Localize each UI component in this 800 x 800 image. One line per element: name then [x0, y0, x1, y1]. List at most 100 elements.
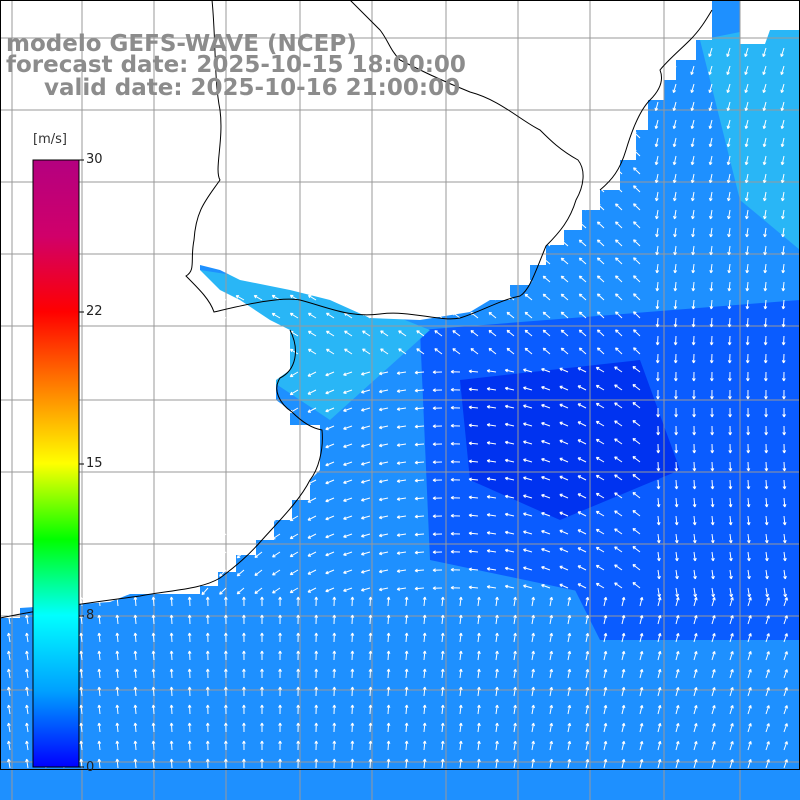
wind-arrow — [504, 584, 515, 589]
wind-arrow — [380, 330, 389, 337]
wind-arrow — [133, 758, 138, 769]
wind-arrow — [708, 191, 713, 202]
wind-arrow — [486, 585, 497, 589]
wind-arrow — [404, 668, 409, 679]
wind-arrow — [278, 632, 282, 643]
wind-arrow — [674, 461, 679, 472]
wind-arrow — [559, 511, 569, 517]
wind-arrow — [504, 512, 515, 517]
wind-arrow — [187, 704, 192, 715]
wind-arrow — [486, 441, 497, 445]
wind-arrow — [523, 584, 533, 589]
wind-arrow — [782, 515, 787, 526]
wind-arrow — [729, 551, 733, 562]
coastline — [0, 0, 713, 619]
wind-arrow — [205, 740, 210, 751]
wind-arrow — [675, 551, 679, 562]
wind-arrow — [728, 497, 733, 508]
wind-arrow — [596, 347, 605, 355]
wind-arrow — [709, 317, 714, 328]
wind-arrow — [728, 533, 733, 544]
wind-arrow — [97, 758, 102, 769]
wind-arrow — [781, 245, 785, 256]
wind-arrow — [559, 439, 569, 445]
wind-arrow — [169, 758, 174, 769]
wind-arrow — [577, 403, 587, 409]
wind-arrow — [278, 650, 282, 661]
wind-arrow — [434, 348, 443, 355]
wind-arrow — [504, 566, 515, 571]
wind-arrow — [414, 496, 425, 501]
wind-arrow — [513, 704, 517, 715]
wind-arrow — [692, 515, 697, 526]
wind-arrow — [7, 632, 11, 643]
wind-arrow — [506, 311, 515, 319]
wind-arrow — [169, 596, 174, 607]
wind-arrow — [567, 668, 572, 679]
wind-arrow — [314, 740, 319, 751]
wind-arrow — [477, 596, 481, 607]
wind-arrow — [632, 492, 641, 499]
wind-arrow — [531, 704, 535, 715]
wind-arrow — [603, 632, 608, 643]
wind-arrow — [486, 369, 497, 373]
wind-arrow — [655, 335, 660, 346]
wind-arrow — [486, 459, 497, 463]
wind-arrow — [585, 722, 590, 733]
wind-arrow — [693, 650, 698, 661]
wind-arrow — [531, 650, 535, 661]
wind-arrow — [343, 533, 353, 538]
wind-arrow — [468, 567, 479, 572]
wind-arrow — [711, 569, 715, 580]
wind-arrow — [289, 515, 299, 522]
wind-arrow — [296, 686, 301, 697]
wind-arrow — [115, 650, 120, 661]
wind-arrow — [360, 587, 371, 592]
wind-arrow — [468, 513, 479, 518]
wind-arrow — [672, 173, 677, 184]
wind-arrow — [79, 704, 84, 715]
wind-arrow — [368, 758, 373, 769]
wind-arrow — [639, 668, 644, 679]
wind-arrow — [219, 533, 227, 541]
wind-arrow — [639, 614, 644, 625]
wind-arrow — [541, 530, 551, 535]
wind-arrow — [577, 367, 587, 373]
wind-arrow — [278, 686, 282, 697]
wind-arrow — [314, 722, 319, 733]
wind-arrow — [242, 758, 246, 769]
wind-arrow — [450, 495, 461, 500]
wind-arrow — [307, 569, 317, 575]
wind-arrow — [559, 403, 569, 409]
wind-arrow — [621, 704, 626, 715]
wind-arrow — [187, 668, 192, 679]
wind-arrow — [414, 514, 425, 519]
wind-arrow — [567, 650, 572, 661]
wind-arrow — [577, 583, 587, 589]
wind-arrow — [344, 348, 353, 355]
wind-arrow — [513, 758, 517, 769]
wind-arrow — [477, 686, 481, 697]
wind-arrow — [560, 293, 569, 301]
wind-arrow — [708, 65, 713, 75]
wind-arrow — [504, 404, 515, 409]
wind-arrow — [523, 494, 533, 499]
wind-arrow — [654, 101, 659, 112]
wind-arrow — [169, 632, 174, 643]
wind-arrow — [133, 632, 138, 643]
wind-arrow — [549, 614, 554, 625]
wind-arrow — [368, 614, 373, 625]
wind-arrow — [711, 615, 716, 625]
wind-arrow — [633, 347, 641, 355]
wind-arrow — [260, 722, 264, 732]
wind-arrow — [360, 443, 371, 448]
wind-arrow — [432, 388, 443, 393]
wind-arrow — [254, 533, 263, 540]
wind-arrow — [115, 668, 120, 679]
wind-arrow — [633, 257, 641, 265]
wind-arrow — [486, 513, 497, 517]
wind-arrow — [7, 722, 11, 733]
wind-arrow — [596, 257, 605, 265]
model-title: modelo GEFS-WAVE (NCEP) — [6, 31, 357, 57]
wind-arrow — [422, 722, 427, 733]
